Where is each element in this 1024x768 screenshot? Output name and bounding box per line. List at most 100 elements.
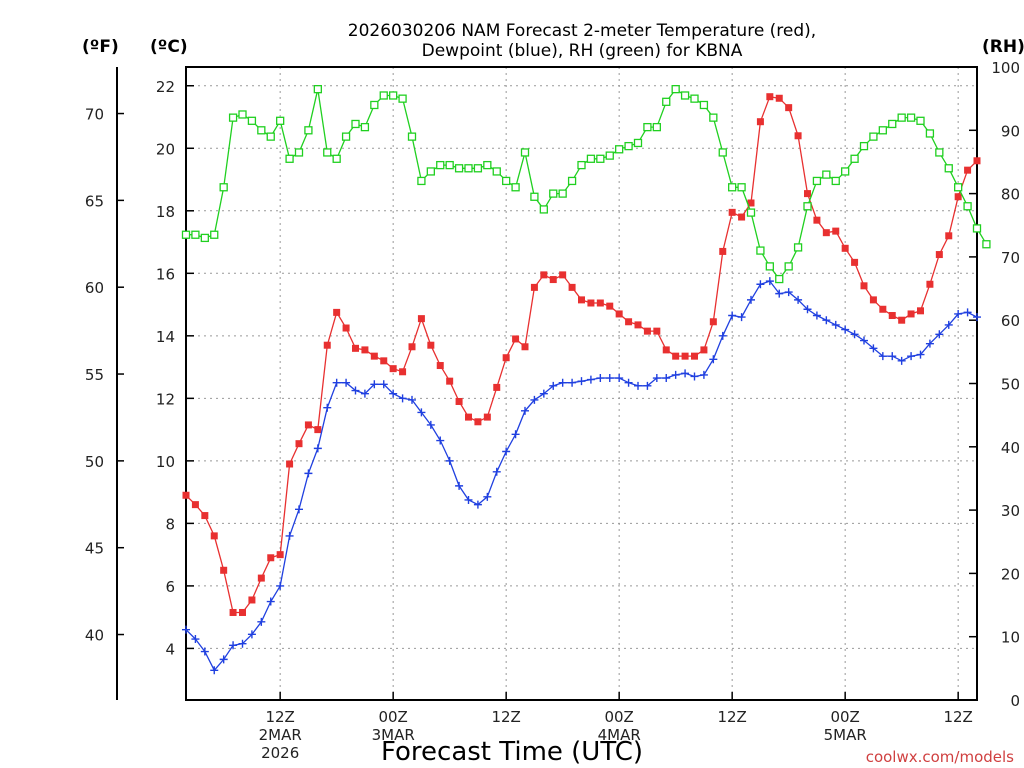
series-line-rh	[186, 88, 987, 281]
data-point	[643, 381, 652, 390]
data-point	[681, 369, 690, 378]
data-point	[691, 352, 698, 360]
data-point	[229, 608, 237, 616]
data-point	[775, 274, 784, 284]
data-point	[587, 299, 595, 307]
fahrenheit-tick-label: 55	[85, 366, 104, 384]
data-point	[662, 374, 671, 383]
series-line-temperature	[185, 95, 978, 614]
data-point	[464, 495, 473, 504]
data-point	[417, 408, 426, 417]
data-point	[926, 280, 934, 288]
data-point	[794, 132, 802, 140]
data-point	[191, 501, 199, 509]
data-point	[897, 113, 906, 122]
series-line-dewpoint	[185, 280, 978, 672]
data-point	[756, 118, 764, 126]
data-point	[718, 148, 727, 157]
data-point	[379, 380, 388, 389]
data-point	[399, 368, 407, 376]
data-point	[652, 374, 661, 383]
data-point	[436, 436, 445, 445]
rh-tick-label: 90	[1001, 122, 1020, 140]
data-point	[944, 320, 953, 329]
celsius-tick-label: 10	[156, 453, 175, 471]
data-point	[370, 352, 378, 360]
data-point	[247, 116, 257, 125]
data-point	[615, 310, 623, 318]
data-point	[520, 148, 530, 157]
data-point	[916, 116, 925, 125]
celsius-tick-label: 22	[156, 78, 175, 96]
data-point	[653, 327, 661, 335]
data-point	[530, 395, 539, 404]
data-point	[831, 176, 840, 186]
unit-rh-label: (RH)	[982, 37, 1024, 57]
data-point	[804, 190, 811, 198]
data-point	[578, 296, 585, 304]
data-point	[220, 566, 228, 574]
data-point	[869, 132, 878, 141]
data-point	[615, 145, 624, 154]
data-point	[229, 641, 238, 650]
data-point	[389, 91, 398, 100]
data-point	[812, 311, 821, 320]
data-point	[699, 370, 708, 379]
data-point	[530, 283, 538, 291]
fahrenheit-tick-label: 40	[85, 627, 104, 645]
data-point	[652, 122, 661, 132]
unit-fahrenheit-label: (ºF)	[82, 37, 119, 57]
data-point	[426, 420, 435, 429]
data-point	[342, 324, 350, 332]
data-point	[285, 154, 294, 163]
data-point	[267, 554, 275, 562]
data-point	[728, 183, 737, 192]
data-point	[766, 93, 774, 101]
data-point	[577, 160, 586, 170]
data-point	[492, 467, 501, 476]
celsius-tick-label: 14	[156, 328, 175, 346]
data-point	[964, 166, 972, 174]
data-point	[671, 370, 680, 379]
data-point	[859, 141, 869, 151]
rh-tick-label: 60	[1001, 312, 1020, 330]
data-point	[907, 310, 915, 318]
rh-tick-label: 70	[1001, 249, 1020, 267]
rh-tick-label: 40	[1001, 439, 1020, 457]
data-point	[559, 271, 567, 279]
x-tick-label: 2026	[261, 744, 299, 762]
data-point	[398, 94, 407, 103]
data-point	[540, 271, 548, 279]
data-point	[671, 85, 680, 94]
celsius-tick-label: 6	[165, 578, 175, 596]
data-point	[427, 341, 435, 349]
fahrenheit-tick-label: 65	[85, 192, 104, 210]
data-point	[841, 325, 850, 334]
data-point	[935, 330, 944, 339]
data-point	[728, 311, 737, 320]
data-point	[775, 289, 784, 298]
data-point	[295, 440, 303, 448]
data-point	[718, 331, 727, 340]
data-point	[897, 356, 906, 365]
data-point	[832, 227, 840, 235]
data-point	[709, 318, 717, 326]
data-point	[182, 625, 190, 634]
celsius-tick-label: 20	[156, 140, 175, 158]
data-point	[709, 113, 718, 122]
data-point	[850, 330, 859, 339]
data-point	[493, 383, 501, 391]
data-point	[408, 343, 416, 351]
data-point	[662, 97, 671, 106]
data-point	[332, 154, 341, 163]
data-point	[332, 378, 341, 387]
x-tick-label: 12Z	[943, 708, 972, 726]
data-point	[615, 374, 624, 383]
data-point	[257, 574, 265, 582]
data-point	[549, 276, 557, 284]
data-point	[888, 352, 897, 361]
x-tick-label: 3MAR	[372, 726, 415, 744]
fahrenheit-tick-label: 45	[85, 540, 104, 558]
data-point	[822, 170, 831, 179]
